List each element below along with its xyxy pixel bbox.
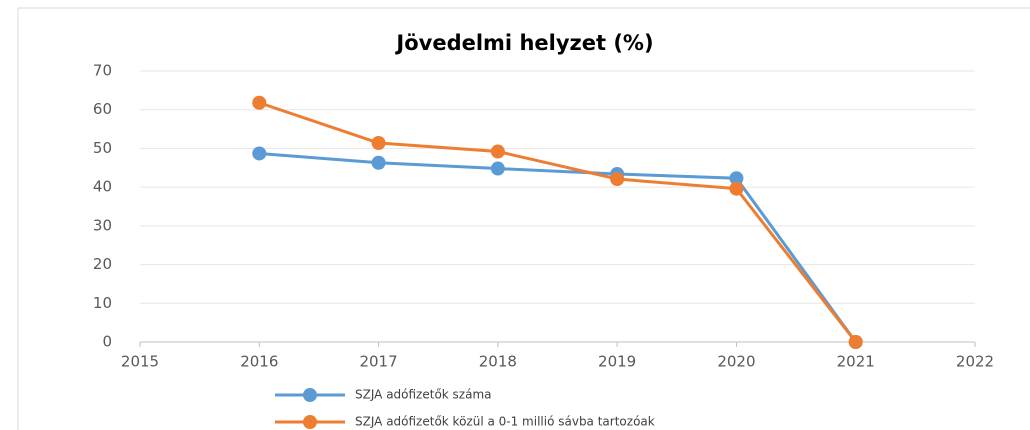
data-point [610,172,625,187]
data-point [371,155,386,170]
y-tick-label: 20 [93,255,112,273]
data-point [729,181,744,196]
y-tick-label: 50 [93,139,112,157]
legend-label: SZJA adófizetők közül a 0-1 millió sávba… [355,415,655,429]
legend-label: SZJA adófizetők száma [355,388,492,402]
data-point [371,136,386,151]
y-tick-label: 0 [102,333,112,351]
x-tick-label: 2016 [240,353,278,371]
x-tick-label: 2022 [956,353,994,371]
x-tick-label: 2015 [121,353,159,371]
data-point [252,95,267,110]
x-tick-label: 2020 [717,353,755,371]
data-point [729,171,744,186]
x-tick-label: 2021 [837,353,875,371]
series-line [258,101,857,343]
x-tick-label: 2018 [479,353,517,371]
chart-title: Jövedelmi helyzet (%) [394,31,653,55]
data-point [252,146,267,161]
series-line [259,151,857,343]
x-tick-label: 2017 [359,353,397,371]
data-point [490,161,505,176]
y-tick-label: 10 [93,294,112,312]
y-tick-label: 40 [93,178,112,196]
y-tick-label: 30 [93,216,112,234]
x-tick-label: 2019 [598,353,636,371]
legend-marker [303,415,317,429]
legend-marker [303,388,317,402]
chart-border [17,7,1030,430]
data-point [490,144,505,159]
y-tick-label: 60 [93,100,112,118]
y-tick-label: 70 [93,62,112,80]
data-point [848,335,863,349]
